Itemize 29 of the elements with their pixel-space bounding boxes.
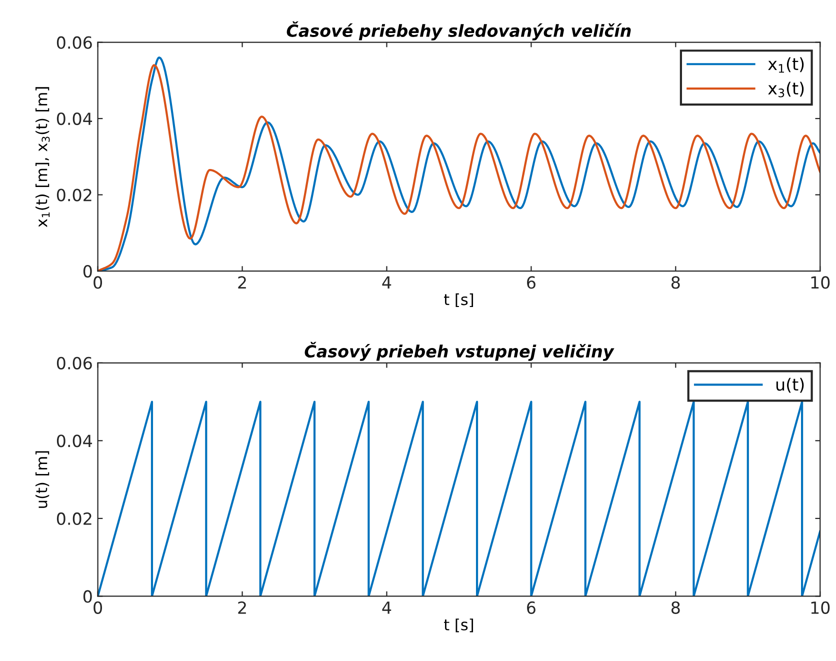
x-tick-label: 6 — [527, 276, 536, 289]
y-tick-label: 0.02 — [56, 188, 92, 202]
legend-label: u(t) — [776, 378, 804, 393]
x-tick-label: 4 — [382, 276, 392, 289]
x-tick-label: 0 — [94, 601, 102, 614]
legend-label: x$_{1}$(t) — [768, 57, 804, 73]
x-axis-title: t [s] — [444, 293, 474, 308]
x-tick-label: 10 — [811, 276, 830, 289]
x-tick-label: 8 — [671, 601, 680, 614]
legend-label: x$_{3}$(t) — [768, 82, 804, 98]
x-axis-title: t [s] — [444, 618, 474, 632]
y-tick-label: 0.04 — [56, 434, 92, 448]
y-tick-label: 0.02 — [56, 512, 92, 526]
chart-title: Časové priebehy sledovaných veličín — [286, 21, 631, 40]
x-tick-label: 10 — [811, 601, 830, 614]
x-tick-label: 2 — [238, 601, 246, 614]
x-tick-label: 8 — [671, 276, 680, 289]
y-tick-label: 0 — [83, 590, 92, 603]
x-tick-label: 2 — [238, 276, 246, 289]
y-tick-label: 0 — [83, 264, 92, 278]
y-tick-label: 0.06 — [56, 356, 92, 370]
y-axis-title: u(t) [m] — [36, 451, 50, 508]
chart-title: Časový priebeh vstupnej veličiny — [304, 342, 614, 361]
y-tick-label: 0.06 — [56, 36, 92, 49]
y-axis-title: x$_{1}$(t) [m], x$_{3}$(t) [m] — [36, 87, 50, 228]
x-tick-label: 6 — [527, 601, 536, 614]
x-tick-label: 0 — [94, 276, 102, 289]
x-tick-label: 4 — [382, 602, 392, 614]
y-tick-label: 0.04 — [56, 112, 92, 126]
